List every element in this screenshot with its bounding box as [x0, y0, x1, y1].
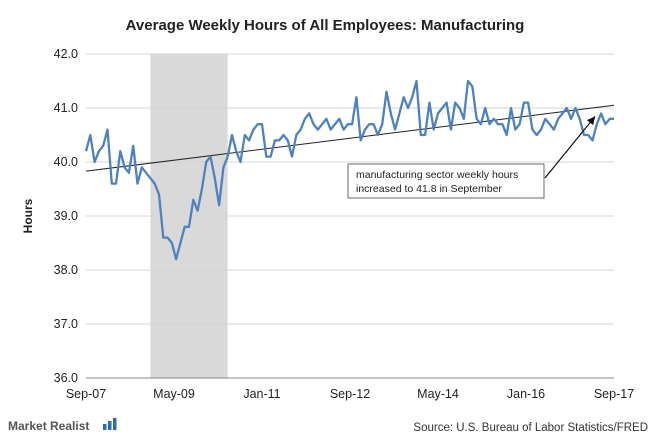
x-tick-label: May-09: [153, 387, 195, 401]
x-tick-label: Jan-11: [243, 387, 280, 401]
x-tick-labels: Sep-07 May-09 Jan-11 Sep-12 May-14 Jan-16 Sep-…: [66, 387, 634, 401]
y-tick-label: 37.0: [54, 317, 78, 331]
brand-mark-bar: [108, 421, 112, 430]
gridlines: [86, 53, 614, 325]
brand-name: Market Realist: [8, 419, 89, 433]
x-tick-label: Sep-17: [594, 387, 634, 401]
y-tick-label: 42.0: [54, 47, 78, 61]
y-tick-labels: 36.0 37.0 38.0 39.0 40.0 41.0 42.0: [54, 47, 78, 385]
annotation-line-2: increased to 41.8 in September: [356, 183, 502, 195]
y-tick-label: 39.0: [54, 209, 78, 223]
trend-line: [85, 104, 615, 172]
brand-mark-icon: [103, 418, 117, 430]
x-tick-label: May-14: [417, 387, 459, 401]
y-axis-label: Hours: [21, 198, 35, 233]
chart-title: Average Weekly Hours of All Employees: M…: [126, 17, 525, 34]
brand-mark-bar: [103, 424, 107, 430]
x-tick-label: Jan-16: [507, 387, 545, 401]
y-tick-label: 38.0: [54, 263, 78, 277]
annotation-arrowhead: [586, 116, 596, 126]
series-line-manufacturing-hours: [84, 79, 614, 261]
brand-logo: Market Realist: [8, 418, 117, 433]
x-tick-label: Sep-12: [330, 387, 370, 401]
source-note: Source: U.S. Bureau of Labor Statistics/…: [413, 422, 648, 434]
x-tick-label: Sep-07: [66, 387, 106, 401]
y-tick-label: 40.0: [54, 155, 78, 169]
annotation-box: [347, 163, 545, 199]
annotation-arrow: [544, 116, 596, 179]
annotation-line-1: manufacturing sector weekly hours: [356, 169, 518, 181]
brand-mark-bar: [113, 418, 117, 430]
y-tick-label: 36.0: [54, 371, 78, 385]
annotation: manufacturing sector weekly hours increa…: [347, 116, 596, 199]
y-tick-label: 41.0: [54, 101, 78, 115]
